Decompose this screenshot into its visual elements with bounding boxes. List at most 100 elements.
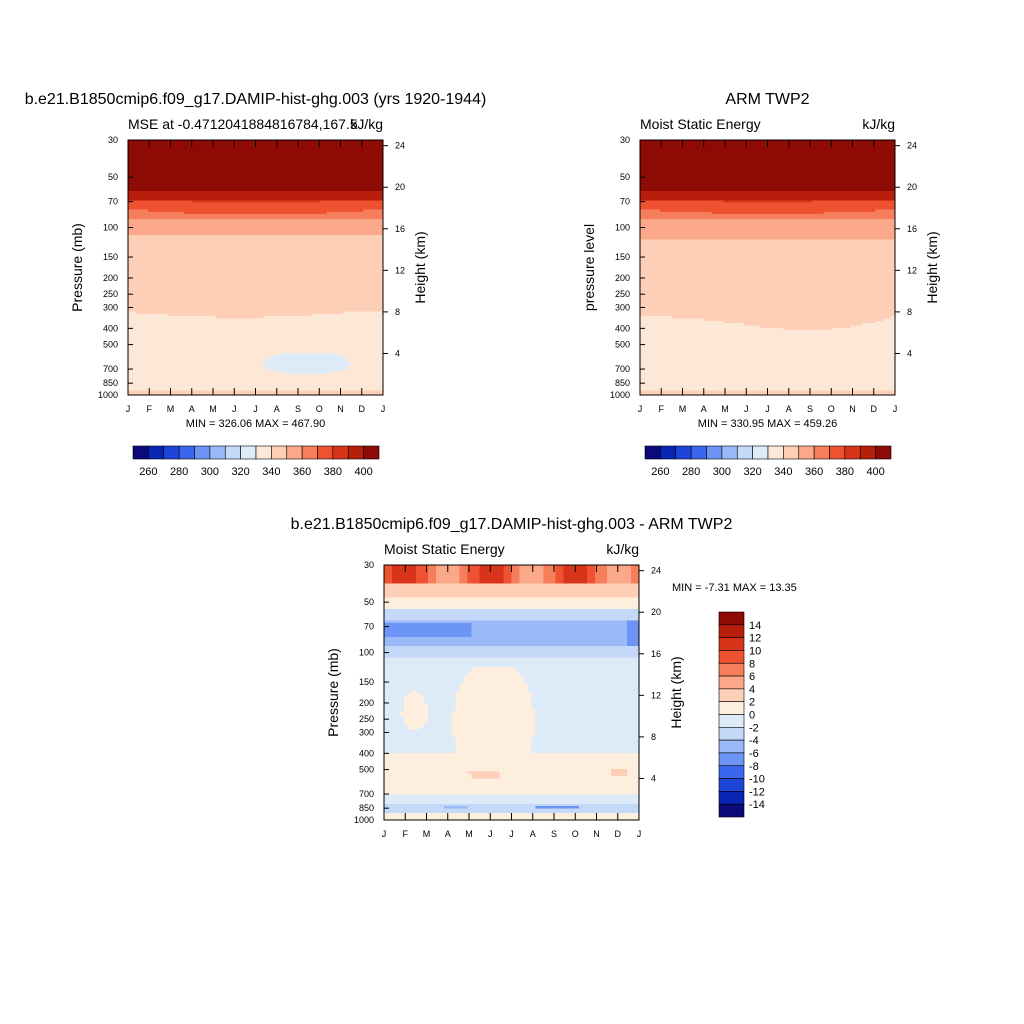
contour-cell: [640, 251, 896, 255]
contour-cell: [128, 339, 384, 343]
y-tick-right-label: 8: [651, 732, 656, 742]
contour-cell: [128, 344, 384, 347]
contour-cell: [415, 574, 429, 578]
contour-cell: [128, 272, 384, 276]
contour-cell: [459, 685, 529, 689]
colorbar-label: -4: [749, 735, 759, 747]
contour-cell: [640, 313, 896, 317]
contour-cell: [407, 727, 421, 731]
min-max-stats: MIN = -7.31 MAX = 13.35: [672, 582, 797, 594]
contour-cell: [467, 673, 521, 677]
contour-cell: [555, 567, 564, 571]
contour-cell: [415, 565, 429, 568]
x-tick-label: F: [147, 404, 153, 414]
contour-cell: [640, 211, 713, 215]
contour-cell: [595, 578, 608, 582]
x-tick-label: F: [659, 404, 665, 414]
contour-cell: [384, 704, 405, 708]
y-tick-right-label: 8: [395, 307, 400, 317]
contour-cell: [384, 794, 640, 798]
colorbar-swatch: [752, 445, 769, 460]
contour-cell: [499, 773, 612, 777]
contour-cell: [743, 323, 864, 327]
y-tick-label: 30: [620, 135, 630, 145]
contour-cell: [511, 571, 521, 575]
contour-cell: [147, 209, 364, 213]
contour-cell: [128, 283, 384, 287]
y-tick-label: 150: [103, 252, 118, 262]
contour-cell: [128, 353, 281, 357]
contour-cell: [435, 576, 461, 580]
contour-cell: [640, 146, 896, 150]
contour-cell: [128, 195, 384, 199]
contour-cell: [535, 806, 580, 810]
contour-cell: [640, 221, 896, 225]
contour-cell: [391, 567, 417, 571]
x-tick-label: M: [721, 404, 729, 414]
contour-cell: [403, 704, 429, 708]
contour-cell: [415, 581, 429, 585]
contour-cell: [384, 602, 640, 606]
contour-cell: [384, 724, 409, 728]
contour-cell: [535, 729, 640, 733]
contour-cell: [128, 151, 384, 155]
contour-cell: [503, 571, 513, 575]
contour-cell: [128, 177, 384, 181]
colorbar-label: 0: [749, 710, 755, 722]
contour-cell: [403, 708, 429, 712]
contour-cell: [463, 676, 525, 680]
contour-cell: [535, 708, 640, 712]
colorbar: 260 280 300 320 340 360 380 400: [644, 445, 892, 478]
contour-cell: [640, 149, 896, 153]
colorbar-swatch: [718, 701, 745, 715]
contour-cell: [403, 706, 429, 710]
contour-cell: [640, 316, 673, 320]
y-tick-label: 500: [359, 765, 374, 775]
contour-cell: [427, 708, 457, 712]
contour-cell: [384, 662, 640, 666]
contour-cell: [503, 567, 513, 571]
contour-cell: [535, 718, 640, 721]
contour-cell: [527, 690, 640, 694]
contour-cell: [384, 629, 473, 633]
contour-cell: [384, 752, 640, 756]
contour-cell: [128, 274, 384, 278]
contour-cell: [384, 762, 640, 765]
contour-cell: [640, 272, 896, 276]
contour-cell: [607, 576, 632, 580]
contour-cell: [384, 616, 640, 619]
y-axis-right-label: Height (km): [668, 656, 684, 728]
contour-cell: [640, 207, 896, 211]
contour-cell: [384, 595, 640, 599]
contour-cell: [523, 676, 640, 680]
contour-cell: [531, 706, 640, 710]
contour-cell: [883, 318, 896, 322]
contour-cell: [391, 581, 417, 585]
contour-cell: [191, 200, 320, 204]
contour-cell: [128, 297, 384, 301]
contour-cell: [415, 578, 429, 582]
colorbar-label: 340: [774, 466, 792, 478]
contour-cell: [451, 729, 536, 733]
contour-cell: [455, 704, 533, 708]
contour-cell: [443, 806, 469, 810]
contour-cell: [384, 588, 640, 592]
y-tick-right-label: 16: [907, 224, 917, 234]
colorbar-swatch: [301, 445, 318, 460]
contour-cell: [459, 569, 469, 573]
contour-cell: [471, 634, 628, 638]
contour-cell: [627, 622, 640, 626]
contour-cell: [467, 578, 481, 582]
contour-cell: [128, 269, 384, 273]
colorbar-swatch: [644, 445, 661, 460]
min-max-stats: MIN = 330.95 MAX = 459.26: [698, 418, 837, 430]
contour-cell: [128, 200, 193, 204]
contour-cell: [587, 571, 596, 575]
contour-cell: [467, 574, 481, 578]
contour-cell: [384, 678, 465, 682]
x-tick-label: J: [382, 829, 387, 839]
contour-cell: [759, 325, 852, 329]
contour-cell: [128, 207, 384, 211]
contour-cell: [128, 381, 384, 385]
y-tick-label: 150: [359, 677, 374, 687]
